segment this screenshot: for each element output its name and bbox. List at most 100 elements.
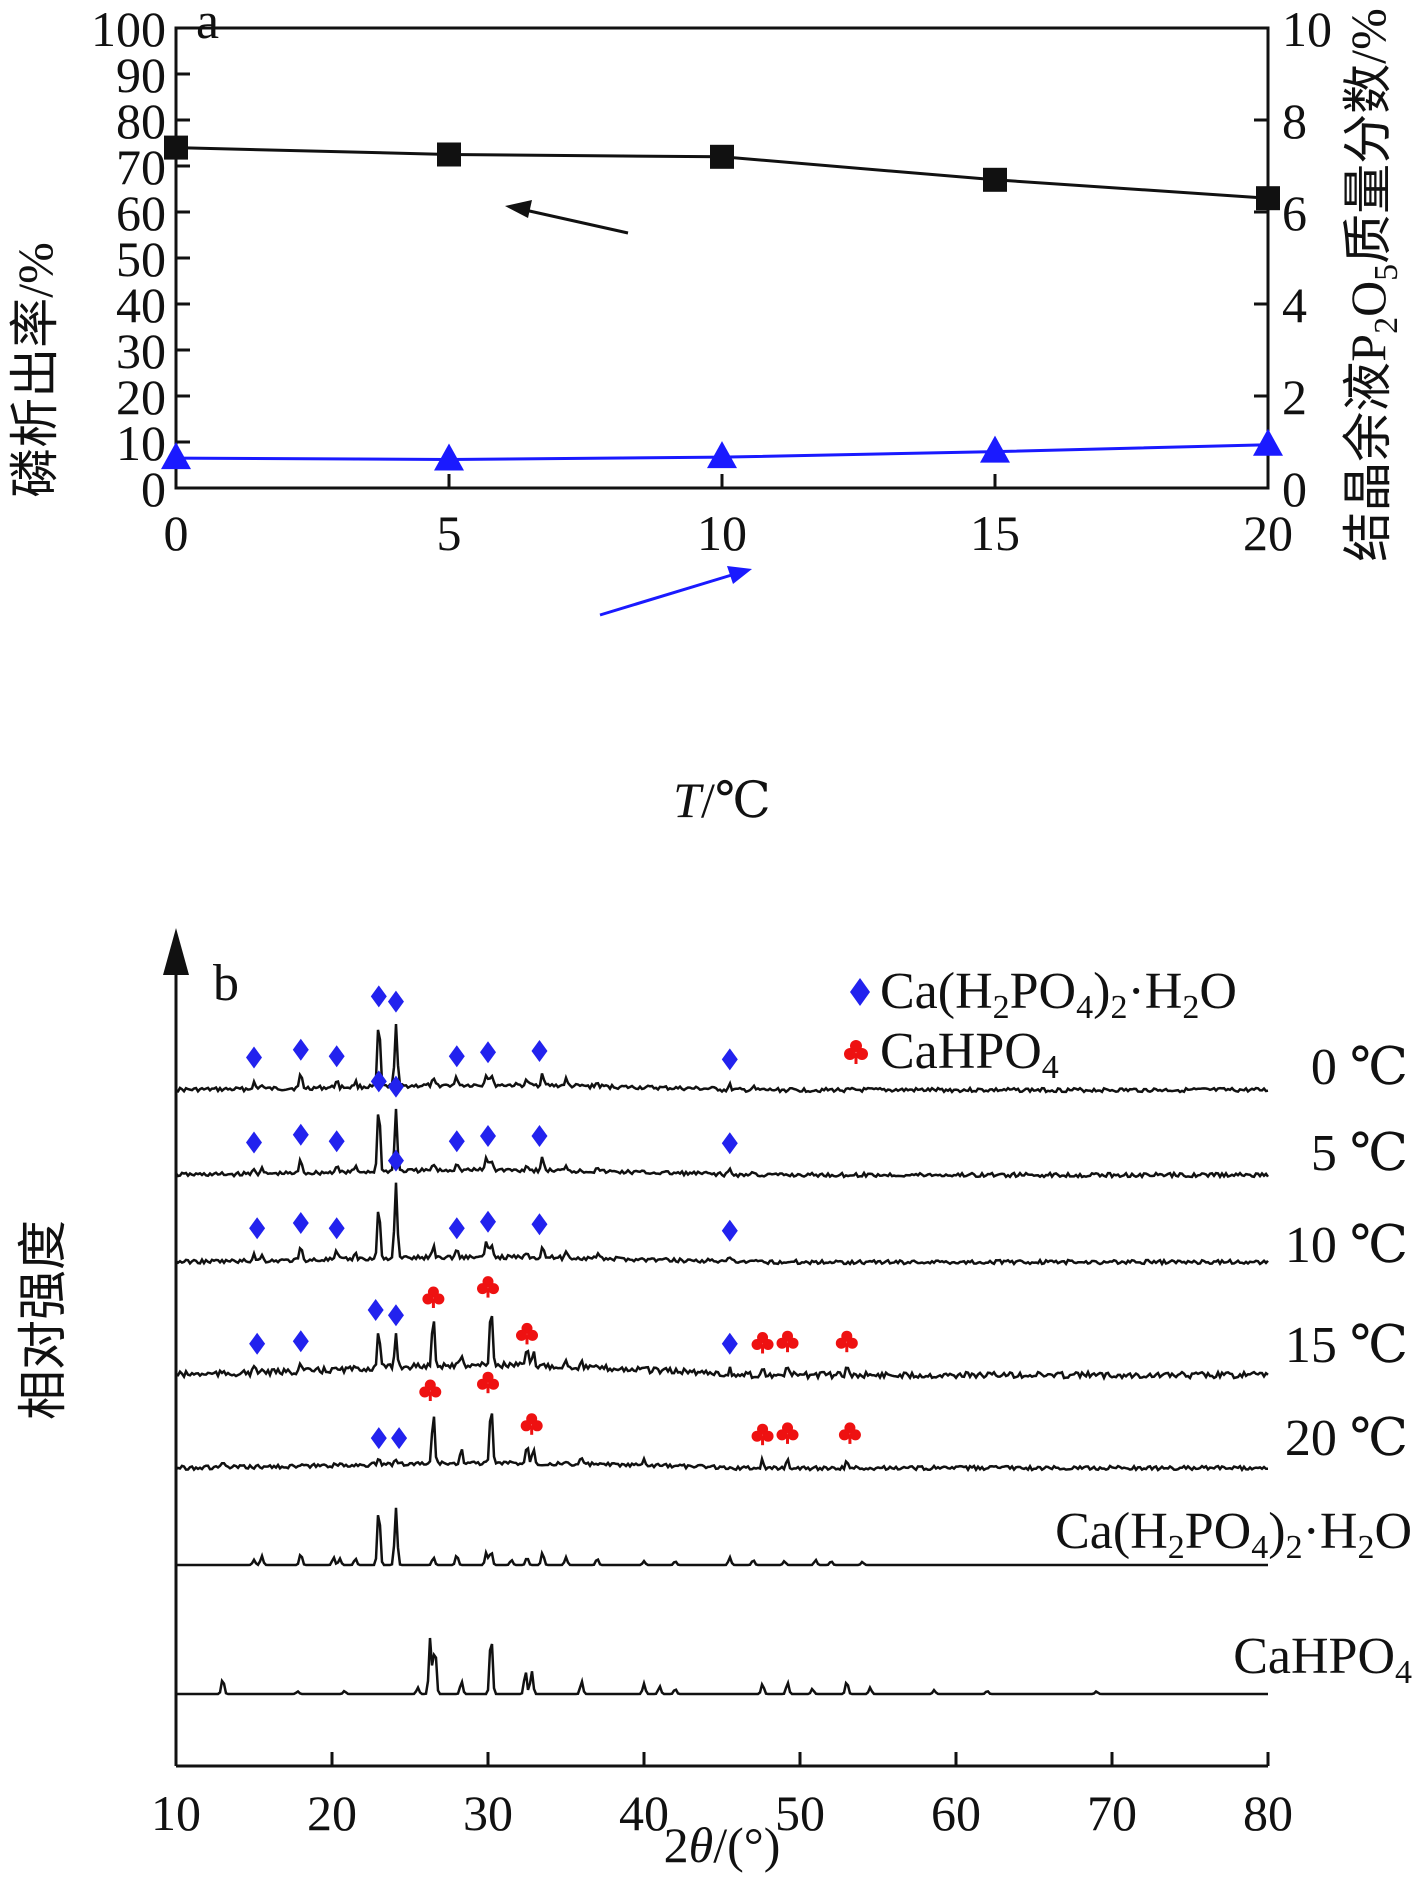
legend-club-icon bbox=[844, 1040, 868, 1064]
club-marker-icon bbox=[477, 1371, 499, 1394]
panel-a-left-y-tick: 70 bbox=[116, 139, 190, 195]
diamond-marker-icon bbox=[480, 1125, 496, 1147]
panel-a-left-y-tick: 40 bbox=[116, 277, 190, 333]
panel-b-x-tick: 60 bbox=[931, 1752, 981, 1841]
panel-b-y-axis-arrowhead bbox=[163, 928, 189, 975]
diamond-marker-icon bbox=[246, 1131, 262, 1154]
diamond-marker-icon bbox=[721, 1132, 738, 1155]
panel-b-y-axis-label: 相对强度 bbox=[15, 1220, 71, 1420]
diamond-marker-icon bbox=[387, 990, 404, 1013]
panel-b-trace-line bbox=[175, 1315, 1269, 1381]
club-marker-icon bbox=[477, 1276, 499, 1298]
panel-b-legend: Ca(H2PO4)2·H2O CaHPO4 bbox=[844, 963, 1237, 1086]
panel-b-x-tick-label: 80 bbox=[1243, 1785, 1293, 1841]
diamond-marker-icon bbox=[292, 1330, 309, 1353]
panel-a-square-marker bbox=[1256, 186, 1280, 211]
panel-a-triangle-marker bbox=[707, 441, 737, 469]
panel-a-x-tick-label: 15 bbox=[970, 505, 1020, 561]
panel-a-left-y-tick-label: 50 bbox=[116, 231, 166, 287]
panel-b-x-tick: 80 bbox=[1243, 1752, 1293, 1841]
panel-a-right-y-tick-label: 10 bbox=[1282, 1, 1332, 57]
diamond-marker-icon bbox=[480, 1041, 496, 1064]
diamond-marker-icon bbox=[249, 1332, 266, 1355]
panel-a-left-y-tick-label: 40 bbox=[116, 277, 166, 333]
diamond-marker-icon bbox=[367, 1299, 384, 1321]
panel-a-left-y-tick-label: 90 bbox=[116, 47, 166, 103]
panel-a-right-y-ticks: 0 2 4 6 8 10 bbox=[1254, 1, 1332, 517]
club-marker-icon bbox=[419, 1379, 442, 1401]
panel-a-x-tick: 20 bbox=[1243, 474, 1293, 561]
trace-label: 0 ℃ bbox=[1311, 1039, 1408, 1096]
panel-a-left-y-tick-label: 0 bbox=[141, 461, 166, 517]
club-marker-icon bbox=[776, 1330, 799, 1353]
panel-a-triangle-marker bbox=[980, 435, 1010, 463]
black-series-axis-arrow bbox=[505, 200, 629, 235]
panel-b-x-tick: 10 bbox=[151, 1752, 201, 1841]
club-marker-icon bbox=[751, 1423, 774, 1446]
panel-a-series-triangle bbox=[161, 428, 1283, 471]
panel-a-left-y-tick: 90 bbox=[116, 47, 190, 103]
panel-a-x-ticks: 0 5 10 15 20 bbox=[164, 474, 1293, 561]
club-marker-icon bbox=[422, 1286, 445, 1308]
panel-a-left-y-tick: 50 bbox=[116, 231, 190, 287]
club-marker-icon bbox=[516, 1322, 538, 1345]
panel-b-trace-1: 5 ℃ bbox=[174, 1070, 1408, 1182]
panel-b-trace-6: CaHPO4 bbox=[176, 1628, 1412, 1696]
panel-b-x-tick: 50 bbox=[775, 1752, 825, 1841]
panel-a-square-marker bbox=[710, 144, 734, 169]
diamond-marker-icon bbox=[370, 1070, 387, 1093]
diamond-marker-icon bbox=[531, 1213, 548, 1236]
diamond-marker-icon bbox=[249, 1217, 266, 1240]
panel-b-chart: b 10 20 30 40 50 60 70 80 0 ℃ 5 ℃ 10 ℃ 15 ℃ 20 ℃ Ca(… bbox=[15, 928, 1412, 1873]
legend-club-label: CaHPO4 bbox=[880, 1023, 1059, 1086]
panel-a-left-y-tick-label: 80 bbox=[116, 93, 166, 149]
panel-a-x-tick-label: 5 bbox=[437, 505, 462, 561]
panel-a-x-tick-label: 0 bbox=[164, 505, 189, 561]
diamond-marker-icon bbox=[531, 1125, 548, 1147]
panel-a-series bbox=[161, 135, 1283, 471]
panel-a-left-y-tick: 80 bbox=[116, 93, 190, 149]
panel-a-plot-frame bbox=[174, 26, 1270, 490]
trace-label: 5 ℃ bbox=[1311, 1125, 1408, 1182]
panel-a-left-y-tick-label: 10 bbox=[116, 415, 166, 471]
panel-a-right-y-tick: 2 bbox=[1254, 369, 1307, 425]
panel-b-traces: 0 ℃ 5 ℃ 10 ℃ 15 ℃ 20 ℃ Ca(H2PO4)2·H2O CaHPO4 bbox=[174, 985, 1412, 1696]
legend-item-diamond: Ca(H2PO4)2·H2O bbox=[850, 963, 1237, 1026]
panel-a-x-tick: 0 bbox=[164, 474, 189, 561]
panel-a-left-y-tick: 20 bbox=[116, 369, 190, 425]
panel-b-x-tick-label: 30 bbox=[463, 1785, 513, 1841]
panel-b-trace-5: Ca(H2PO4)2·H2O bbox=[176, 1503, 1412, 1567]
panel-a-square-marker bbox=[164, 135, 188, 160]
panel-a-right-y-tick: 0 bbox=[1254, 461, 1307, 517]
panel-b-trace-line bbox=[174, 1108, 1270, 1180]
diamond-marker-icon bbox=[721, 1332, 738, 1355]
diamond-marker-icon bbox=[387, 1075, 404, 1098]
club-marker-icon bbox=[520, 1413, 543, 1435]
panel-b-x-axis-label: 2θ/(°) bbox=[664, 1817, 781, 1873]
panel-a-left-y-tick: 30 bbox=[116, 323, 190, 379]
legend-diamond-label: Ca(H2PO4)2·H2O bbox=[880, 963, 1237, 1026]
diamond-marker-icon bbox=[328, 1130, 345, 1153]
diamond-marker-icon bbox=[370, 1427, 387, 1450]
club-marker-icon bbox=[751, 1332, 774, 1354]
panel-b-trace-0: 0 ℃ bbox=[175, 985, 1408, 1096]
panel-a-left-y-tick: 10 bbox=[116, 415, 190, 471]
panel-a-x-tick-label: 20 bbox=[1243, 505, 1293, 561]
panel-a-right-y-tick: 10 bbox=[1254, 1, 1332, 57]
panel-a-x-tick: 5 bbox=[437, 474, 462, 561]
panel-b-trace-2: 10 ℃ bbox=[175, 1149, 1408, 1274]
panel-b-x-tick: 70 bbox=[1087, 1752, 1137, 1841]
diamond-marker-icon bbox=[391, 1427, 408, 1450]
panel-a-right-y-tick-label: 6 bbox=[1282, 185, 1307, 241]
panel-a-series-square bbox=[164, 135, 1280, 211]
panel-a-x-axis-label: T/℃ bbox=[673, 772, 771, 828]
panel-a-right-y-tick-label: 4 bbox=[1282, 277, 1307, 333]
diamond-marker-icon bbox=[370, 985, 387, 1008]
diamond-marker-icon bbox=[246, 1046, 262, 1069]
panel-a-left-y-tick-label: 30 bbox=[116, 323, 166, 379]
panel-a-left-y-tick: 0 bbox=[141, 461, 190, 517]
panel-b-x-tick-label: 70 bbox=[1087, 1785, 1137, 1841]
panel-a-left-y-axis-label: 磷析出率/% bbox=[7, 242, 63, 498]
panel-a-triangle-marker bbox=[1253, 428, 1283, 456]
